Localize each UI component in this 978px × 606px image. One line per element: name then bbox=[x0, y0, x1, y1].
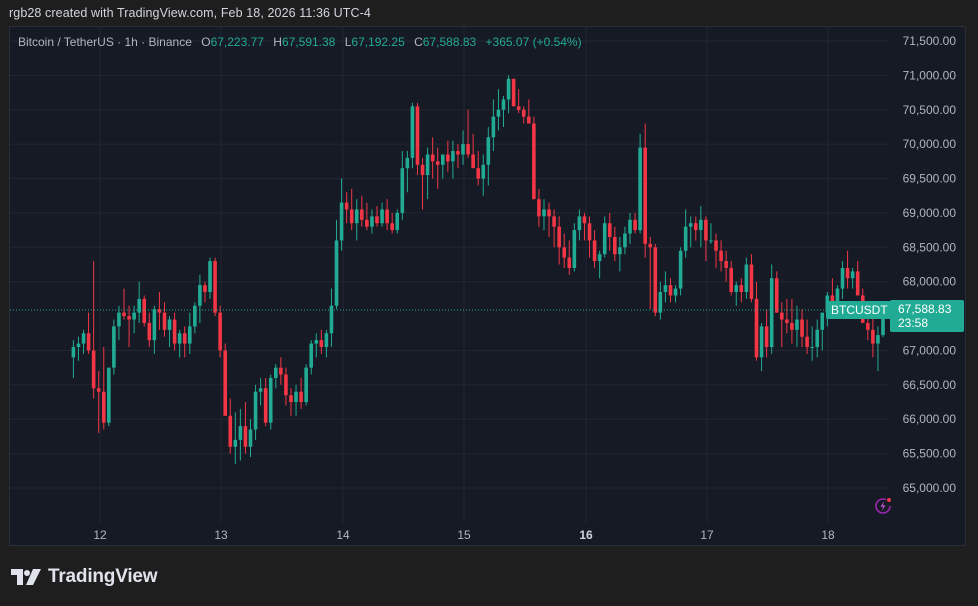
time-tick-label: 18 bbox=[821, 528, 835, 542]
price-tick-label: 68,500.00 bbox=[903, 240, 957, 254]
price-tick-label: 70,000.00 bbox=[903, 137, 957, 151]
grid-lines bbox=[10, 27, 888, 523]
time-tick-label: 17 bbox=[700, 528, 714, 542]
last-price-tag: 67,588.83 23:58 bbox=[890, 300, 964, 332]
lightning-alert-icon[interactable] bbox=[874, 497, 892, 515]
price-tick-label: 65,500.00 bbox=[903, 447, 957, 461]
open-value: 67,223.77 bbox=[210, 35, 264, 49]
price-tick-label: 66,000.00 bbox=[903, 412, 957, 426]
low-label: L bbox=[344, 35, 352, 49]
time-tick-label: 12 bbox=[93, 528, 107, 542]
chart-caption: rgb28 created with TradingView.com, Feb … bbox=[9, 6, 371, 20]
price-tick-label: 65,000.00 bbox=[903, 481, 957, 495]
chart-pane[interactable]: Bitcoin / TetherUS · 1h · Binance O67,22… bbox=[9, 26, 966, 546]
price-tick-label: 70,500.00 bbox=[903, 103, 957, 117]
price-tick-label: 68,000.00 bbox=[903, 275, 957, 289]
symbol-title: Bitcoin / TetherUS · 1h · Binance bbox=[18, 35, 192, 49]
tradingview-logo[interactable]: TradingView bbox=[11, 566, 158, 588]
price-tick-label: 71,000.00 bbox=[903, 68, 957, 82]
price-tick-label: 69,500.00 bbox=[903, 172, 957, 186]
price-tick-label: 67,000.00 bbox=[903, 343, 957, 357]
bar-countdown: 23:58 bbox=[898, 316, 929, 330]
price-tick-label: 69,000.00 bbox=[903, 206, 957, 220]
time-axis[interactable]: 12 13 14 15 16 17 18 bbox=[93, 528, 835, 542]
time-tick-label: 16 bbox=[579, 528, 593, 542]
open-label: O bbox=[201, 35, 211, 49]
candlestick-chart[interactable]: 71,500.00 71,000.00 70,500.00 70,000.00 69,5… bbox=[10, 27, 965, 545]
price-axis[interactable]: 71,500.00 71,000.00 70,500.00 70,000.00 69,5… bbox=[903, 34, 957, 495]
time-tick-label: 13 bbox=[214, 528, 228, 542]
high-value: 67,591.38 bbox=[281, 35, 336, 49]
time-tick-label: 15 bbox=[457, 528, 471, 542]
time-tick-label: 14 bbox=[336, 528, 350, 542]
price-tick-label: 71,500.00 bbox=[903, 34, 957, 48]
close-value: 67,588.83 bbox=[422, 35, 477, 49]
change-value: +365.07 (+0.54%) bbox=[485, 35, 582, 49]
close-label: C bbox=[414, 35, 423, 49]
price-tick-label: 66,500.00 bbox=[903, 378, 957, 392]
tradingview-logo-icon bbox=[11, 569, 41, 585]
last-price-value: 67,588.83 bbox=[898, 302, 952, 316]
brand-name: TradingView bbox=[48, 566, 158, 587]
ohlc-legend: Bitcoin / TetherUS · 1h · Binance O67,22… bbox=[18, 35, 582, 49]
symbol-price-label: BTCUSDT bbox=[826, 301, 893, 319]
candles bbox=[10, 75, 888, 464]
low-value: 67,192.25 bbox=[351, 35, 405, 49]
high-label: H bbox=[273, 35, 282, 49]
